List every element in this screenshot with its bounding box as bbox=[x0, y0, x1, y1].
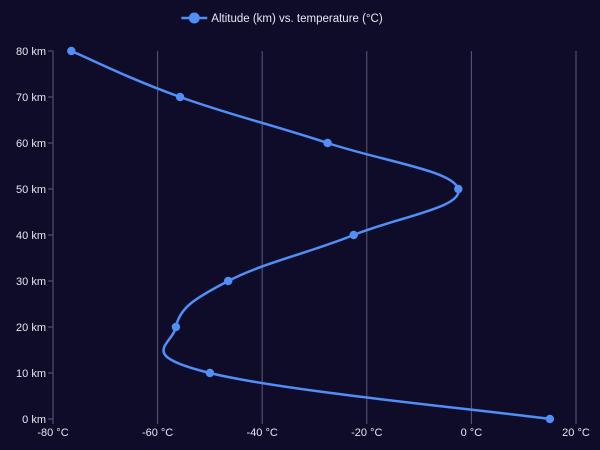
y-tick-label: 50 km bbox=[16, 184, 46, 196]
data-point[interactable] bbox=[454, 184, 463, 194]
axis-layer: 0 km 10 km 20 km 30 km 40 km 50 km 60 km 70 km 8… bbox=[16, 46, 590, 439]
legend-label[interactable]: Altitude (km) vs. temperature (°C) bbox=[211, 13, 383, 25]
x-tick-label: 20 °C bbox=[562, 427, 590, 439]
x-tick-label: -40 °C bbox=[247, 427, 278, 439]
data-point[interactable] bbox=[349, 230, 358, 240]
data-point[interactable] bbox=[67, 46, 76, 56]
y-tick-label: 80 km bbox=[16, 46, 46, 58]
y-tick-label: 20 km bbox=[16, 322, 46, 334]
y-tick-label: 30 km bbox=[16, 276, 46, 288]
x-tick-label: 0 °C bbox=[461, 427, 483, 439]
data-point[interactable] bbox=[323, 138, 332, 148]
y-tick-label: 40 km bbox=[16, 230, 46, 242]
legend[interactable]: Altitude (km) vs. temperature (°C) bbox=[181, 12, 383, 26]
data-point[interactable] bbox=[205, 368, 215, 378]
data-point[interactable] bbox=[224, 276, 233, 286]
data-point[interactable] bbox=[175, 92, 185, 102]
x-tick-label: -20 °C bbox=[351, 427, 382, 439]
data-point[interactable] bbox=[545, 414, 555, 424]
x-tick-label: -60 °C bbox=[142, 427, 173, 439]
y-tick-label: 0 km bbox=[22, 414, 46, 426]
y-tick-label: 10 km bbox=[16, 368, 46, 380]
y-tick-label: 60 km bbox=[16, 138, 46, 150]
data-point[interactable] bbox=[171, 322, 181, 332]
series-layer bbox=[67, 46, 555, 424]
grid-layer bbox=[52, 51, 577, 419]
legend-circle-icon bbox=[188, 12, 200, 24]
y-tick-label: 70 km bbox=[16, 92, 46, 104]
series-line bbox=[70, 49, 552, 421]
x-tick-label: -80 °C bbox=[37, 427, 68, 439]
